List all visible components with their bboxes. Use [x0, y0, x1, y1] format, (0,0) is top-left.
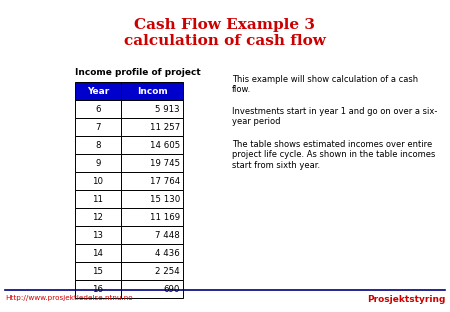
Bar [121, 190, 183, 208]
Text: 5 913: 5 913 [155, 105, 180, 114]
Bar [75, 136, 121, 154]
Text: 17 764: 17 764 [150, 177, 180, 186]
Text: 16: 16 [93, 285, 104, 294]
Bar [75, 190, 121, 208]
Text: This example will show calculation of a cash
flow.: This example will show calculation of a … [232, 75, 418, 95]
Text: 11 169: 11 169 [150, 212, 180, 222]
Text: 10: 10 [93, 177, 104, 186]
Bar [121, 136, 183, 154]
Text: 14 605: 14 605 [150, 140, 180, 149]
Text: The table shows estimated incomes over entire
project life cycle. As shown in th: The table shows estimated incomes over e… [232, 140, 436, 170]
Text: 11 257: 11 257 [150, 123, 180, 131]
Bar [121, 118, 183, 136]
Bar [75, 82, 121, 100]
Text: Year: Year [87, 86, 109, 95]
Text: 13: 13 [93, 231, 104, 240]
Text: 7: 7 [95, 123, 101, 131]
Text: 9: 9 [95, 158, 101, 168]
Text: 12: 12 [93, 212, 104, 222]
Bar [75, 118, 121, 136]
Text: 690: 690 [164, 285, 180, 294]
Bar [121, 208, 183, 226]
Bar [75, 100, 121, 118]
Bar [75, 172, 121, 190]
Bar [121, 244, 183, 262]
Text: 4 436: 4 436 [155, 248, 180, 257]
Text: 8: 8 [95, 140, 101, 149]
Text: Cash Flow Example 3: Cash Flow Example 3 [135, 18, 315, 32]
Text: Incom: Incom [137, 86, 167, 95]
Text: 2 254: 2 254 [155, 266, 180, 275]
Text: 7 448: 7 448 [155, 231, 180, 240]
Bar [75, 226, 121, 244]
Bar [121, 172, 183, 190]
Text: Investments start in year 1 and go on over a six-
year period: Investments start in year 1 and go on ov… [232, 107, 437, 126]
Bar [121, 226, 183, 244]
Bar [121, 154, 183, 172]
Text: 19 745: 19 745 [150, 158, 180, 168]
Text: 6: 6 [95, 105, 101, 114]
Text: 15: 15 [93, 266, 104, 275]
Bar [121, 280, 183, 298]
Text: 15 130: 15 130 [150, 194, 180, 203]
Text: Prosjektstyring: Prosjektstyring [367, 295, 445, 304]
Bar [75, 154, 121, 172]
Bar [75, 280, 121, 298]
Bar [121, 262, 183, 280]
Text: calculation of cash flow: calculation of cash flow [124, 34, 326, 48]
Bar [121, 82, 183, 100]
Text: Http://www.prosjektledelse.ntnu.no: Http://www.prosjektledelse.ntnu.no [5, 295, 133, 301]
Bar [75, 244, 121, 262]
Text: 11: 11 [93, 194, 104, 203]
Bar [75, 208, 121, 226]
Bar [121, 100, 183, 118]
Text: 14: 14 [93, 248, 104, 257]
Text: Income profile of project: Income profile of project [75, 68, 201, 77]
Bar [75, 262, 121, 280]
